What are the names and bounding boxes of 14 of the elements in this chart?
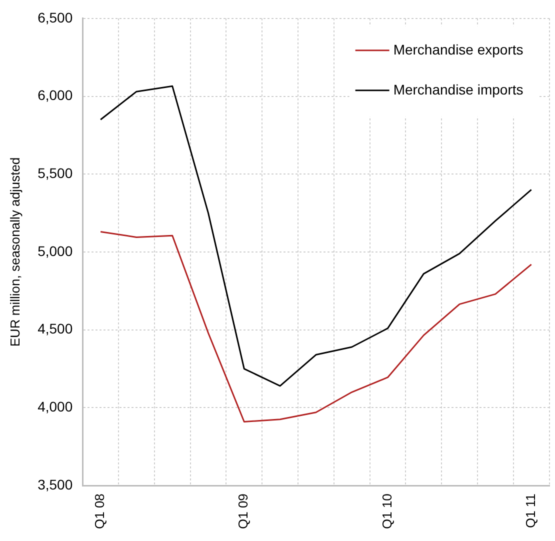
- y-tick-label: 4,000: [38, 398, 73, 415]
- x-tick-label: Q1 11: [522, 494, 538, 528]
- legend-label: Merchandise exports: [393, 41, 524, 58]
- legend-label: Merchandise imports: [393, 81, 524, 98]
- x-tick-label: Q1 10: [379, 494, 394, 530]
- y-tick-label: 5,500: [38, 164, 73, 181]
- x-tick-label: Q1 08: [92, 494, 108, 530]
- y-tick-label: 6,500: [38, 9, 73, 26]
- y-tick-label: 5,000: [38, 242, 73, 259]
- y-axis-title: EUR million, seasonally adjusted: [7, 157, 22, 347]
- y-tick-label: 4,500: [38, 320, 73, 337]
- y-tick-label: 6,000: [38, 87, 73, 104]
- y-tick-label: 3,500: [38, 476, 73, 492]
- x-tick-label: Q1 09: [236, 494, 251, 530]
